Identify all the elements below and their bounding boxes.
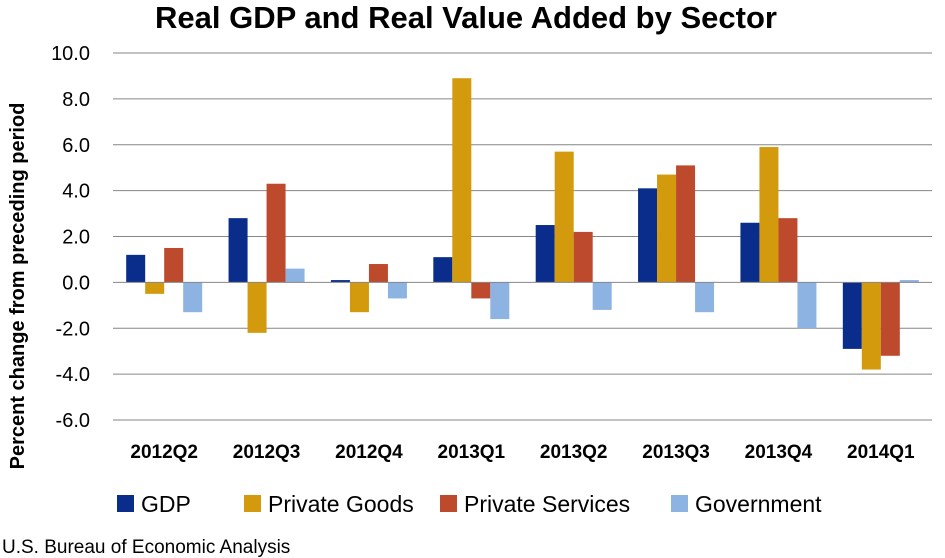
legend-label: GDP: [141, 491, 191, 517]
y-tick-label: 2.0: [62, 227, 90, 249]
y-tick-label: -6.0: [56, 410, 90, 432]
bar: [759, 147, 779, 283]
legend-swatch: [671, 495, 688, 512]
bar: [433, 257, 453, 283]
bar: [535, 225, 555, 283]
x-tick-label: 2013Q3: [642, 442, 710, 463]
bar: [330, 280, 350, 283]
legend-label: Private Goods: [268, 491, 414, 517]
bar: [899, 280, 919, 283]
bar: [657, 174, 677, 283]
bar: [452, 78, 472, 283]
bar: [573, 231, 593, 283]
y-tick-label: 10.0: [51, 43, 90, 65]
y-tick-label: 0.0: [62, 272, 90, 294]
bar: [554, 151, 574, 283]
legend-swatch: [244, 495, 261, 512]
y-tick-label: 4.0: [62, 181, 90, 203]
bar: [471, 282, 491, 299]
y-tick-label: -4.0: [56, 364, 90, 386]
x-tick-label: 2013Q1: [438, 442, 506, 463]
y-tick-label: 8.0: [62, 89, 90, 111]
legend: GDP Private Goods Private Services Governme…: [117, 491, 822, 517]
x-tick-label: 2013Q2: [540, 442, 608, 463]
bar: [797, 282, 817, 329]
bar: [285, 268, 305, 283]
x-tick-label: 2013Q4: [745, 442, 813, 463]
bar: [228, 218, 248, 283]
bar: [349, 282, 369, 313]
x-tick-labels: 2012Q2 2012Q3 2012Q4 2013Q1 2013Q2 2013Q3 2013…: [130, 442, 915, 463]
legend-swatch: [440, 495, 457, 512]
bar: [183, 282, 203, 313]
y-tick-label: -2.0: [56, 318, 90, 340]
y-axis-label: Percent change from preceding period: [7, 103, 29, 470]
bar: [695, 282, 715, 313]
bar: [145, 282, 165, 294]
bar: [387, 282, 407, 299]
bar: [164, 247, 184, 283]
source-note: U.S. Bureau of Economic Analysis: [2, 537, 290, 558]
bar: [126, 254, 146, 283]
x-tick-label: 2012Q4: [335, 442, 403, 463]
legend-swatch: [117, 495, 134, 512]
bar: [638, 188, 658, 283]
x-tick-label: 2014Q1: [847, 442, 915, 463]
bars: [126, 78, 919, 370]
bar: [490, 282, 510, 320]
bar: [592, 282, 612, 310]
bar: [740, 222, 760, 283]
x-tick-label: 2012Q2: [130, 442, 198, 463]
bar: [247, 282, 267, 333]
chart-title: Real GDP and Real Value Added by Sector: [155, 0, 777, 35]
x-tick-label: 2012Q3: [233, 442, 301, 463]
bar: [861, 282, 881, 370]
bar: [266, 183, 286, 283]
bar: [842, 282, 862, 349]
bar: [778, 218, 798, 283]
legend-label: Private Services: [464, 491, 630, 517]
bar: [368, 264, 388, 283]
y-tick-label: 6.0: [62, 135, 90, 157]
bar: [880, 282, 900, 356]
legend-label: Government: [695, 491, 822, 517]
bar: [676, 165, 696, 283]
y-tick-labels: 10.0 8.0 6.0 4.0 2.0 0.0 -2.0 -4.0 -6.0: [51, 43, 90, 432]
